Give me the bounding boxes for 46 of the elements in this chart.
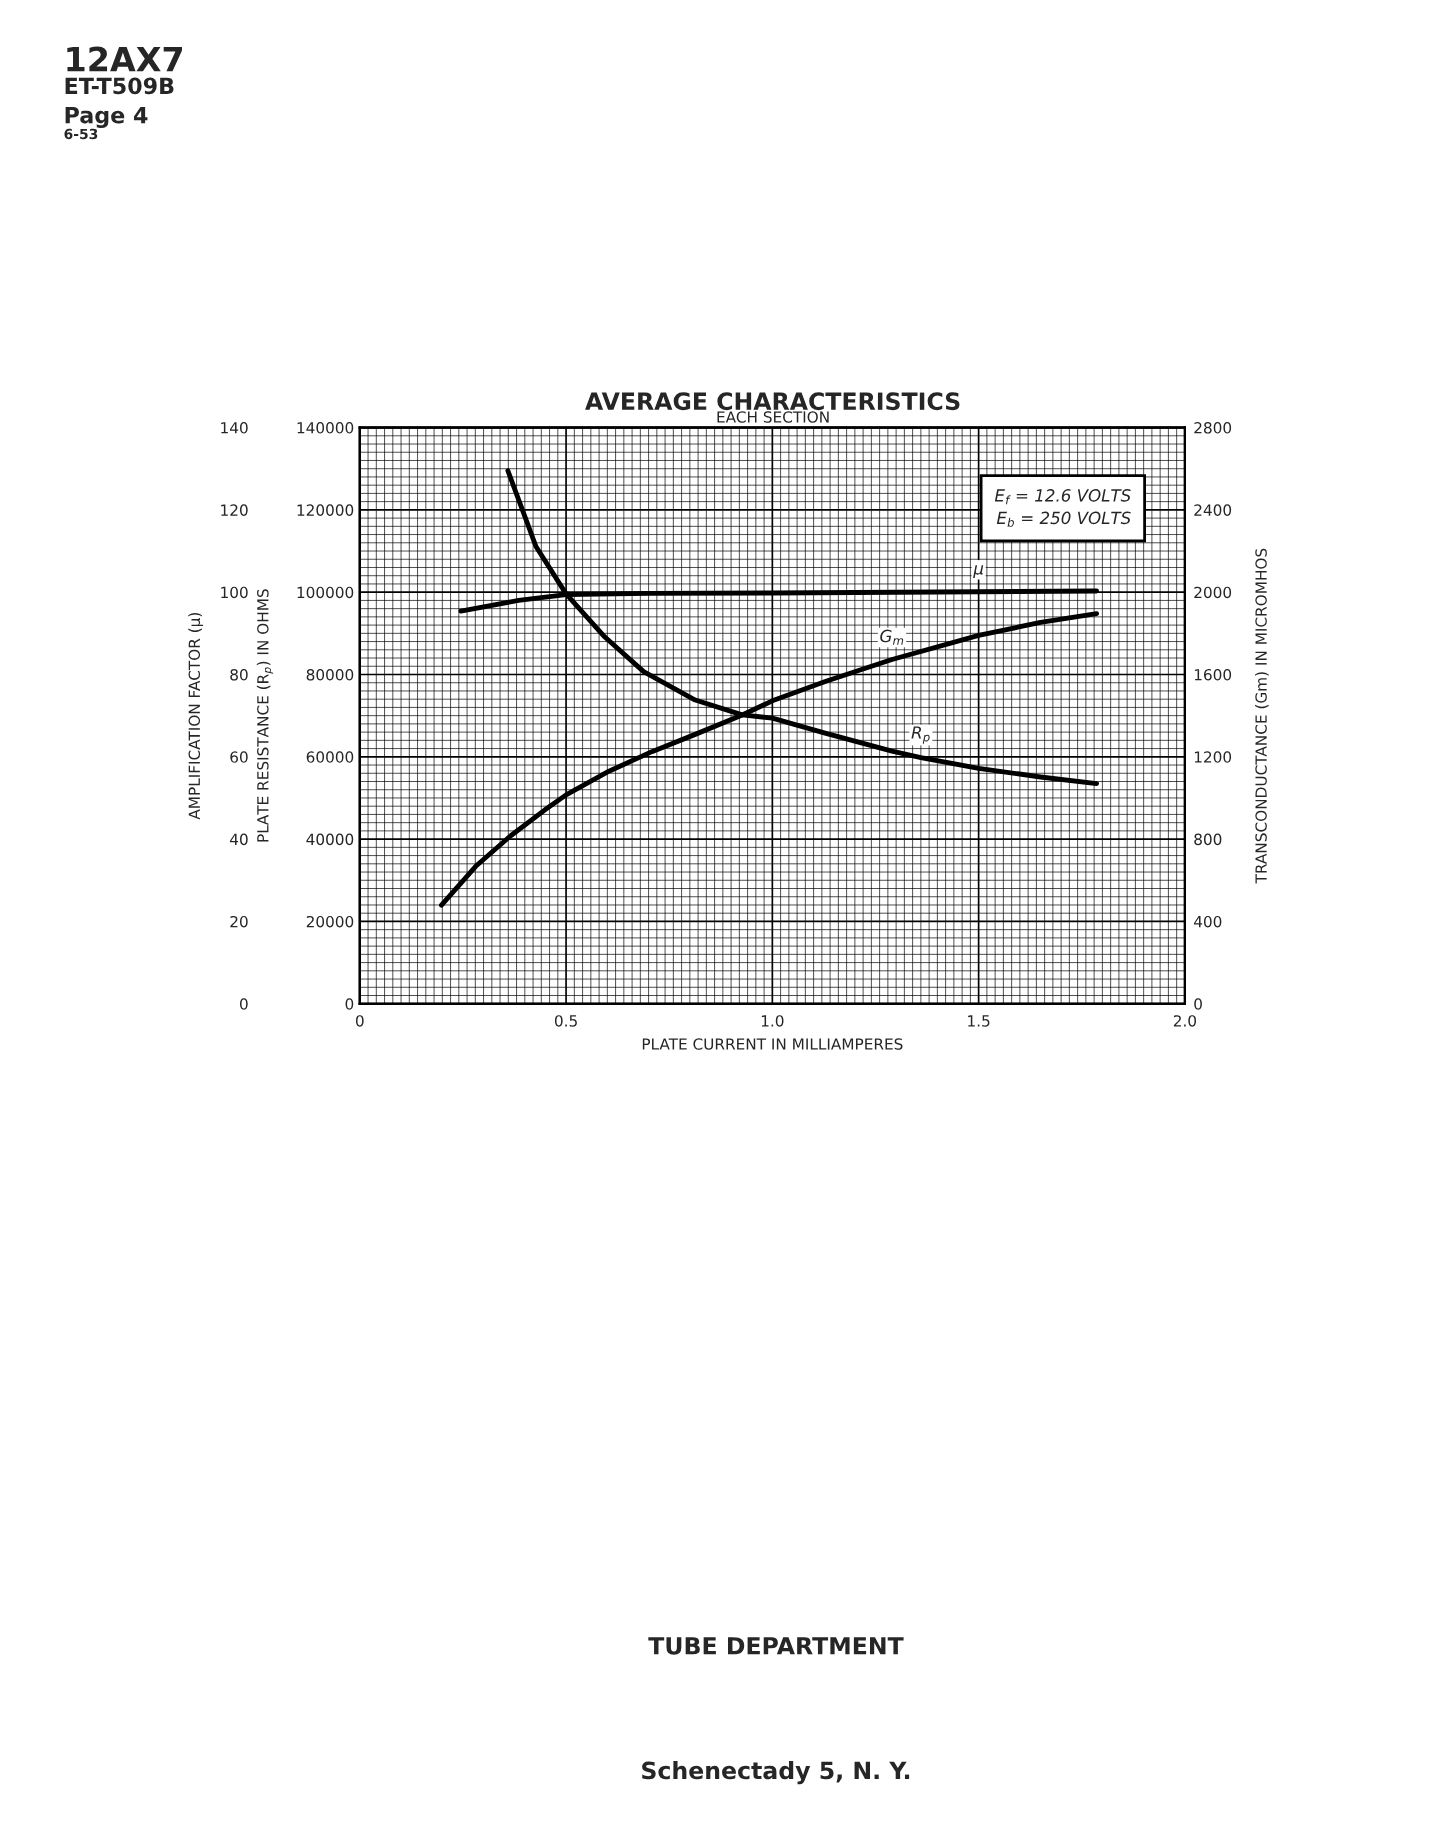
y-tick-label: 40 <box>230 833 248 846</box>
y-tick-label: 140 <box>221 422 248 434</box>
y3-tick-label: 20000 <box>306 915 354 928</box>
x-tick-label: 1.0 <box>761 1015 784 1027</box>
chart-subtitle: EACH SECTION <box>717 411 829 423</box>
y3-tick-label: 100000 <box>297 586 354 599</box>
y3-tick-label: 80000 <box>306 668 354 681</box>
y-tick-label: 60 <box>230 751 248 763</box>
y2-tick-label: 400 <box>1193 915 1222 928</box>
y3-tick-label: 140000 <box>297 422 354 434</box>
y-tick-label: 20 <box>230 915 248 928</box>
y3-tick-label: 0 <box>345 998 354 1010</box>
annotation: E$_{f}$ = 12.6 VOLTS <box>994 489 1131 505</box>
series-label: μ <box>973 565 984 578</box>
text: TUBE DEPARTMENT <box>648 1637 904 1655</box>
text: Schenectady 5, N. Y. <box>642 1761 910 1785</box>
y2-tick-label: 2400 <box>1194 504 1232 516</box>
text: ET-T509B <box>65 77 174 95</box>
y3-tick-label: 60000 <box>306 751 354 763</box>
text: 12AX7 <box>67 46 183 72</box>
x-tick-label: 0.5 <box>554 1015 577 1027</box>
x-axis-title: PLATE CURRENT IN MILLIAMPERES <box>642 1038 903 1050</box>
y3-tick-label: 40000 <box>306 833 354 846</box>
annotation: E$_{b}$ = 250 VOLTS <box>996 511 1131 527</box>
text: 6-53 <box>64 128 98 140</box>
y2-tick-label: 1600 <box>1194 668 1232 681</box>
y2-tick-label: 1200 <box>1194 751 1232 763</box>
y2-tick-label: 2800 <box>1194 422 1232 434</box>
y2-axis-title: TRANSCONDUCTANCE (Gm) IN MICROMHOS <box>1255 548 1269 884</box>
y-tick-label: 0 <box>239 998 248 1010</box>
y-axis-title: AMPLIFICATION FACTOR (μ) <box>188 612 204 820</box>
chart-title: AVERAGE CHARACTERISTICS <box>585 392 960 411</box>
y3-axis-title: PLATE RESISTANCE (R$_{p}$) IN OHMS <box>256 589 274 842</box>
series-label: G$_{m}$ <box>880 629 904 645</box>
text: Page 4 <box>65 106 148 128</box>
y-tick-label: 120 <box>221 504 248 516</box>
x-tick-label: 2.0 <box>1173 1015 1197 1027</box>
series-label: R$_{p}$ <box>911 726 930 744</box>
y2-tick-label: 2000 <box>1194 586 1232 599</box>
y-tick-label: 80 <box>230 668 248 681</box>
y3-tick-label: 120000 <box>297 504 354 516</box>
x-tick-label: 1.5 <box>968 1015 990 1027</box>
y2-tick-label: 0 <box>1194 998 1202 1010</box>
x-tick-label: 0 <box>355 1015 364 1027</box>
y-tick-label: 100 <box>221 586 248 599</box>
y2-tick-label: 800 <box>1194 833 1222 846</box>
